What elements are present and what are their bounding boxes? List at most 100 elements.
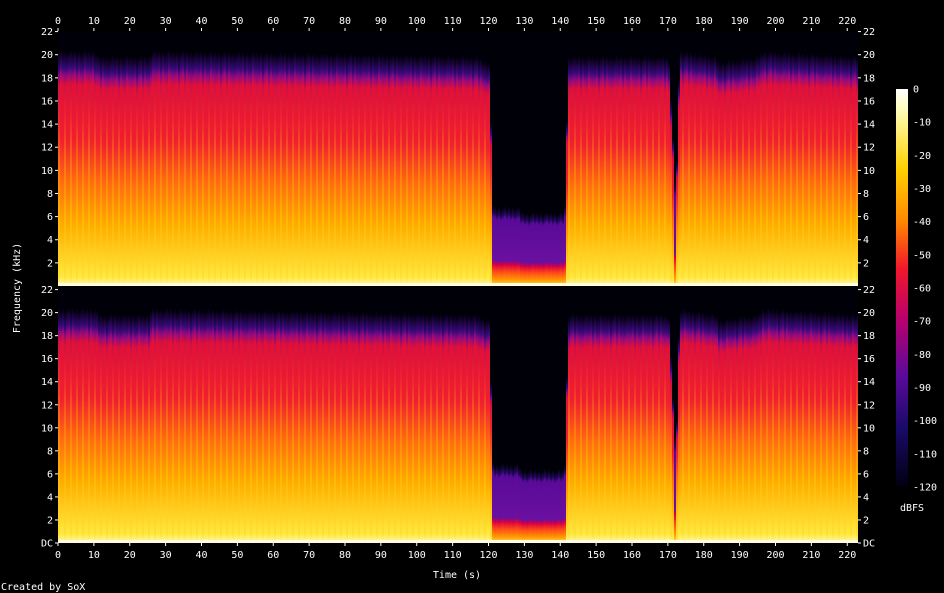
spectral-column [766, 309, 768, 543]
spectral-column [474, 313, 476, 543]
spectral-column [146, 58, 148, 287]
spectral-column [696, 312, 698, 543]
spectral-column [188, 53, 190, 286]
spectral-column [142, 57, 144, 286]
spectral-column [242, 312, 244, 543]
spectral-column [336, 313, 338, 543]
y-tick-label-right: 14 [863, 377, 875, 388]
spectral-column [100, 313, 102, 543]
spectral-column [654, 59, 656, 286]
spectral-column [512, 206, 514, 286]
y-tick-label-left: 4 [47, 235, 53, 246]
spectral-column [72, 308, 74, 543]
spectral-column [192, 53, 194, 287]
spectral-column [836, 313, 838, 543]
spectral-column [762, 308, 764, 543]
spectral-column [832, 312, 834, 543]
spectral-column [280, 51, 282, 287]
spectral-column [144, 56, 146, 286]
spectral-column [118, 314, 120, 543]
spectral-column [290, 55, 292, 287]
colorbar-tick-label: -40 [913, 217, 931, 228]
spectral-column [60, 50, 62, 287]
spectral-column [790, 310, 792, 543]
spectral-column [96, 310, 98, 543]
y-tick-label-left: 18 [41, 73, 53, 84]
spectral-column [728, 320, 730, 543]
spectral-column [130, 56, 132, 286]
spectral-column [736, 59, 738, 287]
spectral-column [130, 316, 132, 543]
spectral-column [66, 53, 68, 287]
x-tick-label-bottom: 170 [659, 550, 677, 561]
spectral-column [188, 309, 190, 543]
spectral-column [86, 52, 88, 286]
x-tick-label-bottom: 120 [479, 550, 497, 561]
spectral-column [388, 57, 390, 286]
spectral-column [652, 56, 654, 286]
spectral-column [822, 313, 824, 543]
spectral-column [604, 313, 606, 543]
spectral-column [216, 309, 218, 543]
spectral-column [200, 51, 202, 286]
spectral-column [528, 470, 530, 543]
x-tick-label-bottom: 80 [339, 550, 351, 561]
spectral-column [848, 316, 850, 543]
spectral-column [796, 309, 798, 543]
spectral-column [806, 53, 808, 286]
spectral-column [120, 316, 122, 543]
colorbar-tick-label: -60 [913, 284, 931, 295]
spectral-column [432, 56, 434, 286]
spectral-column [186, 50, 188, 286]
spectral-column [434, 315, 436, 543]
spectral-column [598, 59, 600, 286]
spectral-column [550, 212, 552, 286]
spectral-column [698, 310, 700, 543]
spectral-column [446, 56, 448, 287]
spectral-column [68, 307, 70, 543]
spectral-column [258, 54, 260, 286]
spectral-column [352, 311, 354, 543]
spectral-column [428, 316, 430, 543]
spectral-column [406, 54, 408, 287]
spectral-column [90, 52, 92, 286]
spectral-column [706, 313, 708, 543]
spectral-column [770, 50, 772, 286]
spectral-column [280, 312, 282, 543]
spectral-column [408, 312, 410, 543]
spectral-column [254, 53, 256, 287]
spectral-column [192, 310, 194, 543]
spectral-column [826, 53, 828, 286]
spectral-column [194, 52, 196, 287]
spectral-column [800, 54, 802, 286]
spectral-column [640, 315, 642, 543]
spectral-column [648, 316, 650, 543]
spectral-column [460, 57, 462, 286]
spectral-column [478, 59, 480, 286]
spectral-column [278, 309, 280, 543]
spectral-column [104, 314, 106, 543]
spectral-column [646, 57, 648, 286]
spectral-column [190, 311, 192, 543]
spectral-column [798, 51, 800, 286]
spectral-column [210, 311, 212, 543]
spectral-column [840, 54, 842, 286]
spectral-column [578, 316, 580, 543]
spectral-column [854, 55, 856, 287]
spectral-column [300, 311, 302, 543]
spectral-column [678, 78, 680, 287]
spectral-column [546, 211, 548, 286]
y-tick-label-left: 22 [41, 27, 53, 38]
spectral-column [558, 213, 560, 286]
spectral-column [456, 316, 458, 543]
spectral-column [718, 61, 720, 286]
spectral-column [586, 313, 588, 543]
x-tick-label-bottom: 30 [160, 550, 172, 561]
spectral-column [302, 313, 304, 543]
spectral-column [218, 52, 220, 286]
spectral-column [110, 57, 112, 287]
spectral-column [234, 54, 236, 287]
y-tick-label-right: 8 [863, 189, 869, 200]
spectral-column [580, 58, 582, 287]
